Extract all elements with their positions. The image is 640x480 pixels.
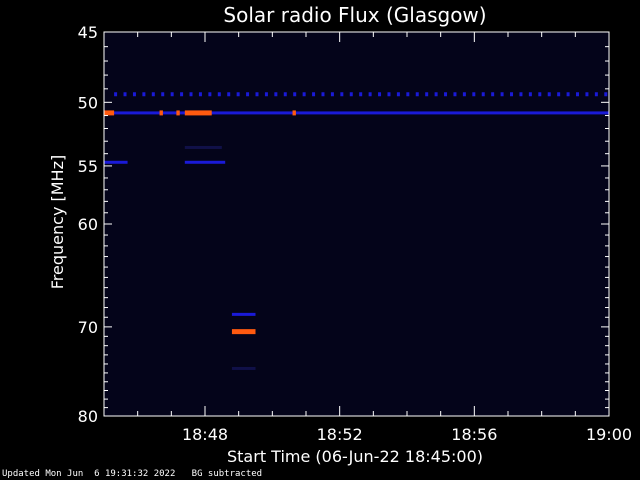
- burst-mark: [176, 110, 180, 116]
- y-tick-label: 55: [78, 157, 98, 176]
- x-tick-label: 18:56: [451, 425, 497, 444]
- periodic-spike: [585, 92, 589, 97]
- burst-mark: [159, 110, 163, 116]
- periodic-spike: [264, 92, 268, 97]
- periodic-spike: [547, 92, 551, 97]
- band-mark: [104, 111, 609, 115]
- periodic-spike: [198, 92, 202, 97]
- periodic-spike: [594, 92, 598, 97]
- band-mark: [104, 160, 128, 164]
- periodic-spike: [519, 92, 523, 97]
- periodic-spike: [359, 92, 363, 97]
- periodic-spike: [425, 92, 429, 97]
- burst-mark: [292, 110, 296, 116]
- footer: Updated Mon Jun 6 19:31:32 2022 BG subtr…: [2, 469, 262, 479]
- periodic-spike: [189, 92, 193, 97]
- periodic-spike: [576, 92, 580, 97]
- periodic-spike: [453, 92, 457, 97]
- periodic-spike: [491, 92, 495, 97]
- x-tick-label: 18:48: [182, 425, 228, 444]
- periodic-spike: [293, 92, 297, 97]
- y-tick-label: 45: [78, 23, 98, 42]
- periodic-spike: [330, 92, 334, 97]
- band-mark: [184, 160, 226, 164]
- x-tick-label: 19:00: [586, 425, 632, 444]
- periodic-spike: [444, 92, 448, 97]
- periodic-spike: [170, 92, 174, 97]
- x-tick-label: 18:52: [317, 425, 363, 444]
- periodic-spike: [208, 92, 212, 97]
- periodic-spike: [406, 92, 410, 97]
- periodic-spike: [557, 92, 561, 97]
- periodic-spike: [302, 92, 306, 97]
- periodic-spike: [151, 92, 155, 97]
- spectral-features: [104, 92, 609, 370]
- periodic-spike: [472, 92, 476, 97]
- periodic-spike: [566, 92, 570, 97]
- burst-mark: [231, 329, 256, 335]
- y-tick-label: 60: [78, 215, 98, 234]
- periodic-spike: [538, 92, 542, 97]
- y-tick-label: 50: [78, 93, 98, 112]
- burst-mark: [184, 110, 212, 116]
- updated-timestamp: Updated Mon Jun 6 19:31:32 2022: [2, 469, 176, 479]
- periodic-spike: [132, 92, 136, 97]
- y-tick-label: 70: [78, 318, 98, 337]
- band-mark: [231, 312, 256, 316]
- periodic-spike: [312, 92, 316, 97]
- periodic-spike: [434, 92, 438, 97]
- y-axis-label: Frequency [MHz]: [48, 155, 67, 289]
- periodic-spike: [462, 92, 466, 97]
- periodic-spike: [415, 92, 419, 97]
- chart-title: Solar radio Flux (Glasgow): [223, 3, 486, 27]
- periodic-spike: [123, 92, 127, 97]
- band-mark: [231, 366, 256, 370]
- periodic-spike: [396, 92, 400, 97]
- periodic-spike: [246, 92, 250, 97]
- periodic-spike: [274, 92, 278, 97]
- periodic-spike: [217, 92, 221, 97]
- periodic-spike: [510, 92, 514, 97]
- burst-mark: [104, 110, 115, 116]
- periodic-spike: [227, 92, 231, 97]
- periodic-spike: [180, 92, 184, 97]
- periodic-spike: [387, 92, 391, 97]
- periodic-spike: [500, 92, 504, 97]
- periodic-spike: [283, 92, 287, 97]
- periodic-spike: [236, 92, 240, 97]
- periodic-spike: [321, 92, 325, 97]
- periodic-spike: [114, 92, 118, 97]
- periodic-spike: [481, 92, 485, 97]
- periodic-spike: [161, 92, 165, 97]
- plot-background: [104, 32, 609, 416]
- periodic-spike: [340, 92, 344, 97]
- periodic-spike: [142, 92, 146, 97]
- periodic-spike: [528, 92, 532, 97]
- band-mark: [184, 145, 222, 149]
- axis-ticks: 45 50 55 60 70 80 18:48 18:52 18:56 19:00: [78, 23, 632, 444]
- x-axis-label: Start Time (06-Jun-22 18:45:00): [227, 447, 483, 466]
- bg-note: BG subtracted: [191, 469, 263, 479]
- periodic-spike: [368, 92, 372, 97]
- periodic-spike: [604, 92, 608, 97]
- periodic-spike: [255, 92, 259, 97]
- periodic-spike: [378, 92, 382, 97]
- y-tick-label: 80: [78, 407, 98, 426]
- periodic-spike: [349, 92, 353, 97]
